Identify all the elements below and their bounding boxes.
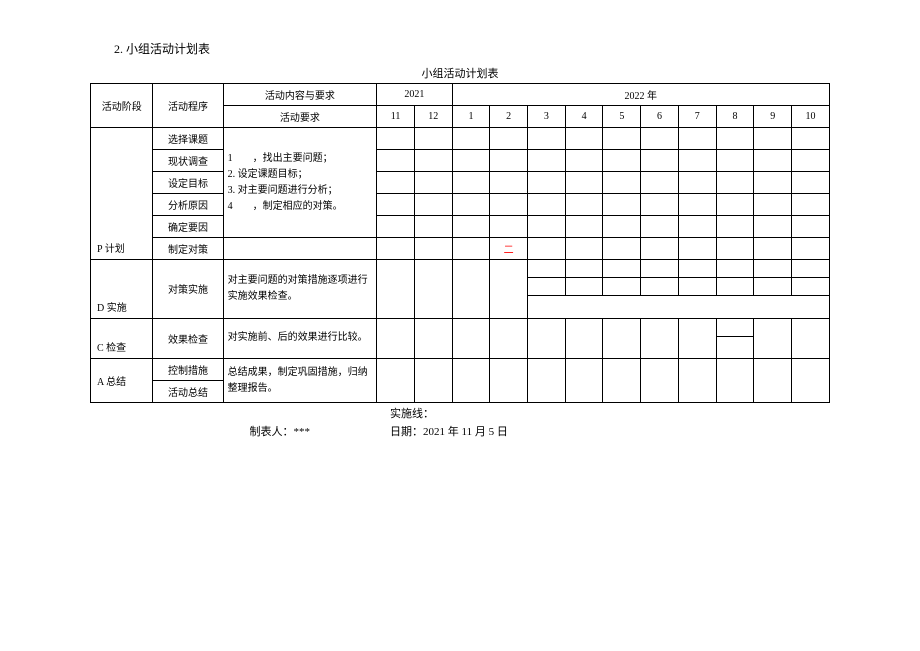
table-row: P 计划 选择课题 1 ，找出主要问题； 2. 设定课题目标； 3. 对主要问题… [91, 128, 830, 150]
table-row: 设定目标 [91, 172, 830, 194]
proc-d1: 对策实施 [153, 260, 223, 319]
month-cell: 12 [414, 106, 452, 128]
month-cell: 3 [528, 106, 566, 128]
proc-p1: 选择课题 [153, 128, 223, 150]
phase-p: P 计划 [91, 128, 153, 260]
table-row: 现状调查 [91, 150, 830, 172]
phase-a: A 总结 [91, 359, 153, 403]
header-phase: 活动阶段 [91, 84, 153, 128]
req-d: 对主要问题的对策措施逐项进行实施效果检查。 [223, 260, 376, 319]
red-mark: 二 [504, 245, 514, 256]
header-row-1: 活动阶段 活动程序 活动内容与要求 2021 2022 年 [91, 84, 830, 106]
month-cell: 6 [641, 106, 679, 128]
month-cell: 2 [490, 106, 528, 128]
header-2021: 2021 [377, 84, 452, 106]
section-title: 2. 小组活动计划表 [114, 40, 830, 57]
proc-a2: 活动总结 [153, 381, 223, 403]
footer: 制表人：*** 日期：2021 年 11 月 5 日 [90, 423, 830, 439]
table-row: 分析原因 [91, 194, 830, 216]
month-cell: 7 [678, 106, 716, 128]
req-p: 1 ，找出主要问题； 2. 设定课题目标； 3. 对主要问题进行分析； 4 ，制… [223, 128, 376, 238]
table-row: 效果检查 对实施前、后的效果进行比较。 [91, 318, 830, 336]
proc-p4: 分析原因 [153, 194, 223, 216]
month-cell: 4 [565, 106, 603, 128]
header-procedure: 活动程序 [153, 84, 223, 128]
month-cell: 9 [754, 106, 792, 128]
proc-p3: 设定目标 [153, 172, 223, 194]
table-title: 小组活动计划表 [90, 65, 830, 81]
table-row: A 总结 控制措施 总结成果，制定巩固措施，归纳整理报告。 [91, 359, 830, 381]
plan-table: 活动阶段 活动程序 活动内容与要求 2021 2022 年 活动要求 11 12… [90, 83, 830, 403]
proc-p5: 确定要因 [153, 216, 223, 238]
req-c: 对实施前、后的效果进行比较。 [223, 318, 376, 359]
table-row: 确定要因 [91, 216, 830, 238]
month-cell: 5 [603, 106, 641, 128]
footer-author: 制表人：*** [90, 423, 390, 439]
req-a: 总结成果，制定巩固措施，归纳整理报告。 [223, 359, 376, 403]
proc-p6: 制定对策 [153, 238, 223, 260]
month-cell: 8 [716, 106, 754, 128]
phase-c: C 检查 [91, 336, 153, 359]
table-row: 对策实施 对主要问题的对策措施逐项进行实施效果检查。 [91, 260, 830, 278]
legend-label: 实施线： [390, 405, 830, 421]
proc-a1: 控制措施 [153, 359, 223, 381]
proc-p2: 现状调查 [153, 150, 223, 172]
proc-c1: 效果检查 [153, 318, 223, 359]
header-req: 活动要求 [223, 106, 376, 128]
phase-d: D 实施 [91, 296, 153, 319]
footer-date: 日期：2021 年 11 月 5 日 [390, 423, 830, 439]
header-content-req: 活动内容与要求 [223, 84, 376, 106]
month-cell: 1 [452, 106, 490, 128]
header-2022: 2022 年 [452, 84, 829, 106]
month-cell: 10 [792, 106, 830, 128]
table-row: 制定对策 二 [91, 238, 830, 260]
month-cell: 11 [377, 106, 415, 128]
red-mark-cell: 二 [490, 238, 528, 260]
